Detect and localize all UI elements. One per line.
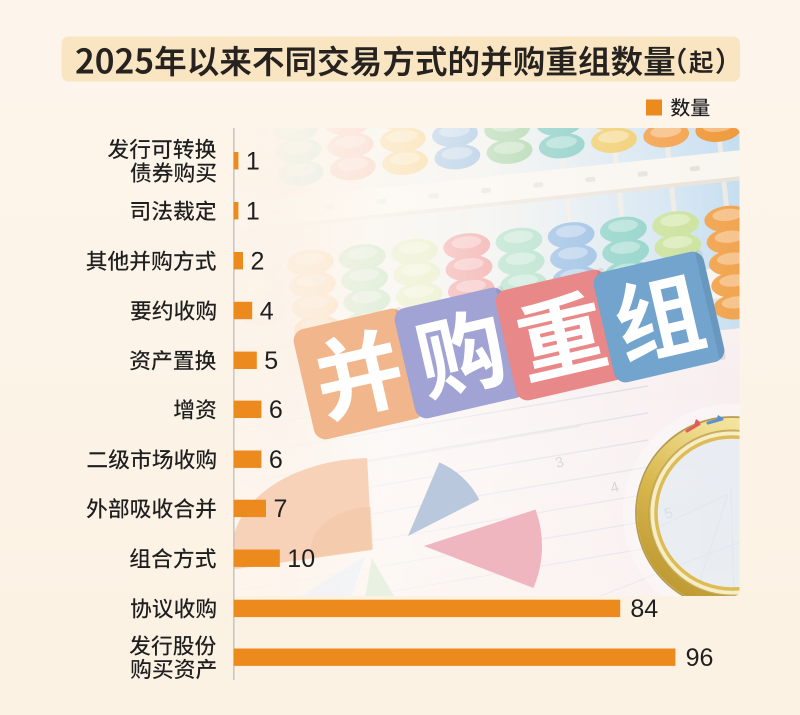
svg-text:1: 1 — [246, 198, 260, 226]
svg-text:6: 6 — [269, 446, 283, 474]
svg-text:84: 84 — [630, 595, 658, 623]
svg-text:10: 10 — [287, 545, 315, 573]
svg-text:2: 2 — [251, 248, 265, 276]
svg-text:1: 1 — [246, 148, 260, 176]
svg-text:7: 7 — [274, 495, 288, 523]
svg-text:5: 5 — [264, 347, 278, 375]
svg-text:4: 4 — [260, 297, 274, 325]
svg-text:6: 6 — [269, 396, 283, 424]
svg-text:96: 96 — [686, 644, 714, 672]
